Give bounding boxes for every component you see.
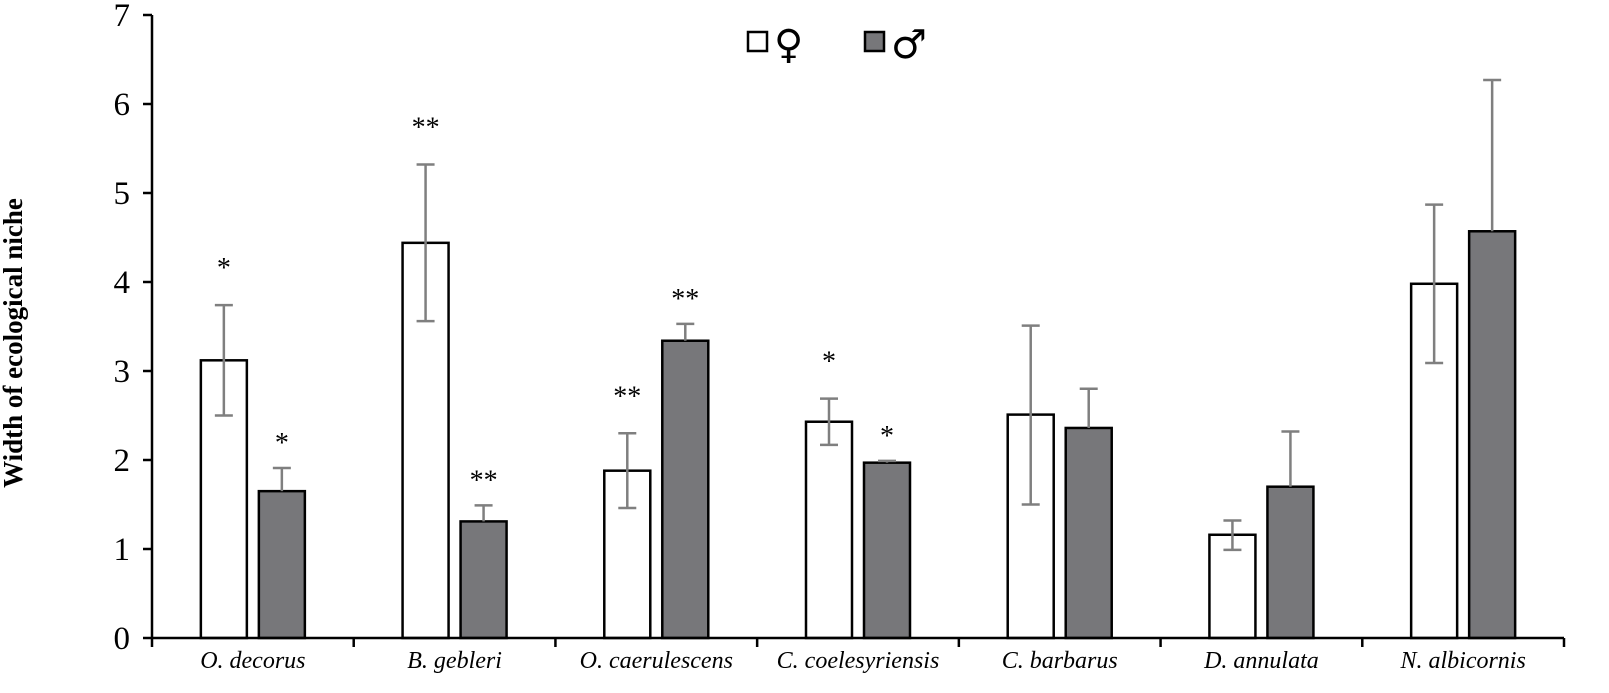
bar-female <box>1208 533 1257 640</box>
bar-male <box>257 489 307 640</box>
significance-label: * <box>822 347 836 378</box>
y-tick-label: 3 <box>114 354 131 390</box>
significance-label: ** <box>613 381 641 412</box>
bar-male <box>459 520 508 640</box>
y-tick-label: 4 <box>114 265 131 301</box>
plot-area: **O. decorus****B. gebleri****O. caerule… <box>114 0 1566 674</box>
y-tick-label: 0 <box>114 621 131 657</box>
y-tick-label: 6 <box>114 87 131 123</box>
bar-male <box>1064 426 1113 640</box>
x-tick-label: D. annulata <box>1203 648 1319 674</box>
legend-label-female: ♀ <box>774 22 803 68</box>
legend-swatch-male <box>863 30 886 53</box>
x-tick-label: N. albicornis <box>1399 648 1525 674</box>
significance-label: * <box>217 253 231 284</box>
x-tick-label: O. decorus <box>200 648 305 674</box>
significance-label: ** <box>412 113 440 144</box>
legend-swatch-female <box>746 30 769 53</box>
bar-male <box>1467 230 1517 640</box>
significance-label: ** <box>470 465 498 496</box>
bar-male <box>1266 485 1315 640</box>
bar-male <box>661 339 710 640</box>
x-tick-label: O. caerulescens <box>580 648 733 674</box>
significance-label: * <box>880 421 894 452</box>
y-axis-title-group: Width of ecological niche <box>0 198 28 488</box>
x-tick-label: C. coelesyriensis <box>777 648 940 674</box>
significance-label: * <box>275 428 289 459</box>
y-tick-label: 5 <box>114 176 131 212</box>
x-tick-label: C. barbarus <box>1002 648 1118 674</box>
y-tick-label: 2 <box>114 443 131 479</box>
legend: ♀ ♂ <box>746 22 927 68</box>
legend-label-male: ♂ <box>891 22 927 68</box>
y-tick-label: 1 <box>114 532 131 568</box>
significance-label: ** <box>671 284 699 315</box>
y-tick-label: 7 <box>114 0 131 34</box>
y-axis-title: Width of ecological niche <box>0 198 28 488</box>
bar-male <box>862 461 912 640</box>
bar-female <box>804 420 854 640</box>
x-tick-label: B. gebleri <box>407 648 502 674</box>
